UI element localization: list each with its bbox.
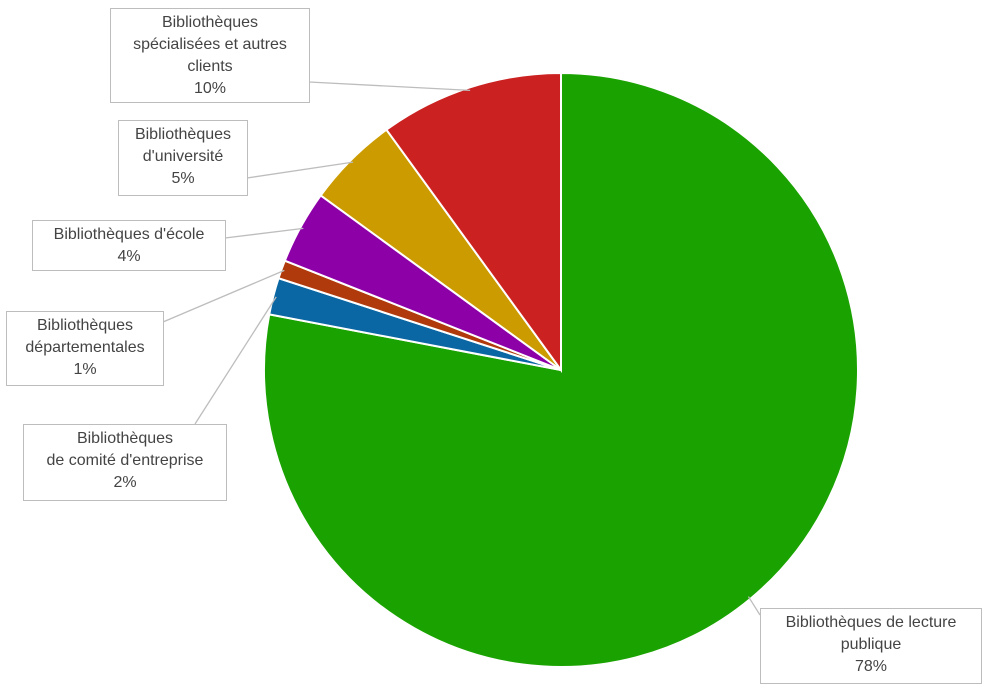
slice-name: Bibliothèques départementales [25,317,145,356]
slice-label: Bibliothèques spécialisées et autres cli… [110,8,310,103]
slice-name: Bibliothèques spécialisées et autres cli… [133,14,287,75]
slice-name: Bibliothèques de comité d'entreprise [46,430,204,469]
slice-percent: 1% [73,361,97,378]
slice-name: Bibliothèques d'école [53,226,205,243]
slice-percent: 5% [171,170,195,187]
slice-percent: 2% [113,474,137,491]
pie-slice [385,71,562,374]
slice-percent: 78% [854,658,888,675]
leader-line [224,227,304,239]
slice-percent: 10% [193,80,227,97]
slice-label: Bibliothèques d'école 4% [32,220,226,271]
leader-line [747,596,761,616]
slice-label: Bibliothèques de comité d'entreprise 2% [23,424,227,501]
slice-label: Bibliothèques départementales 1% [6,311,164,386]
leader-line [162,269,285,323]
leader-line [194,296,277,425]
slice-label: Bibliothèques d'université 5% [118,120,248,196]
slice-name: Bibliothèques d'université [134,126,232,165]
slice-label: Bibliothèques de lecture publique 78% [760,608,982,684]
slice-name: Bibliothèques de lecture publique [785,614,957,653]
leader-line [246,161,354,179]
leader-line [308,81,471,92]
slice-percent: 4% [117,248,141,265]
